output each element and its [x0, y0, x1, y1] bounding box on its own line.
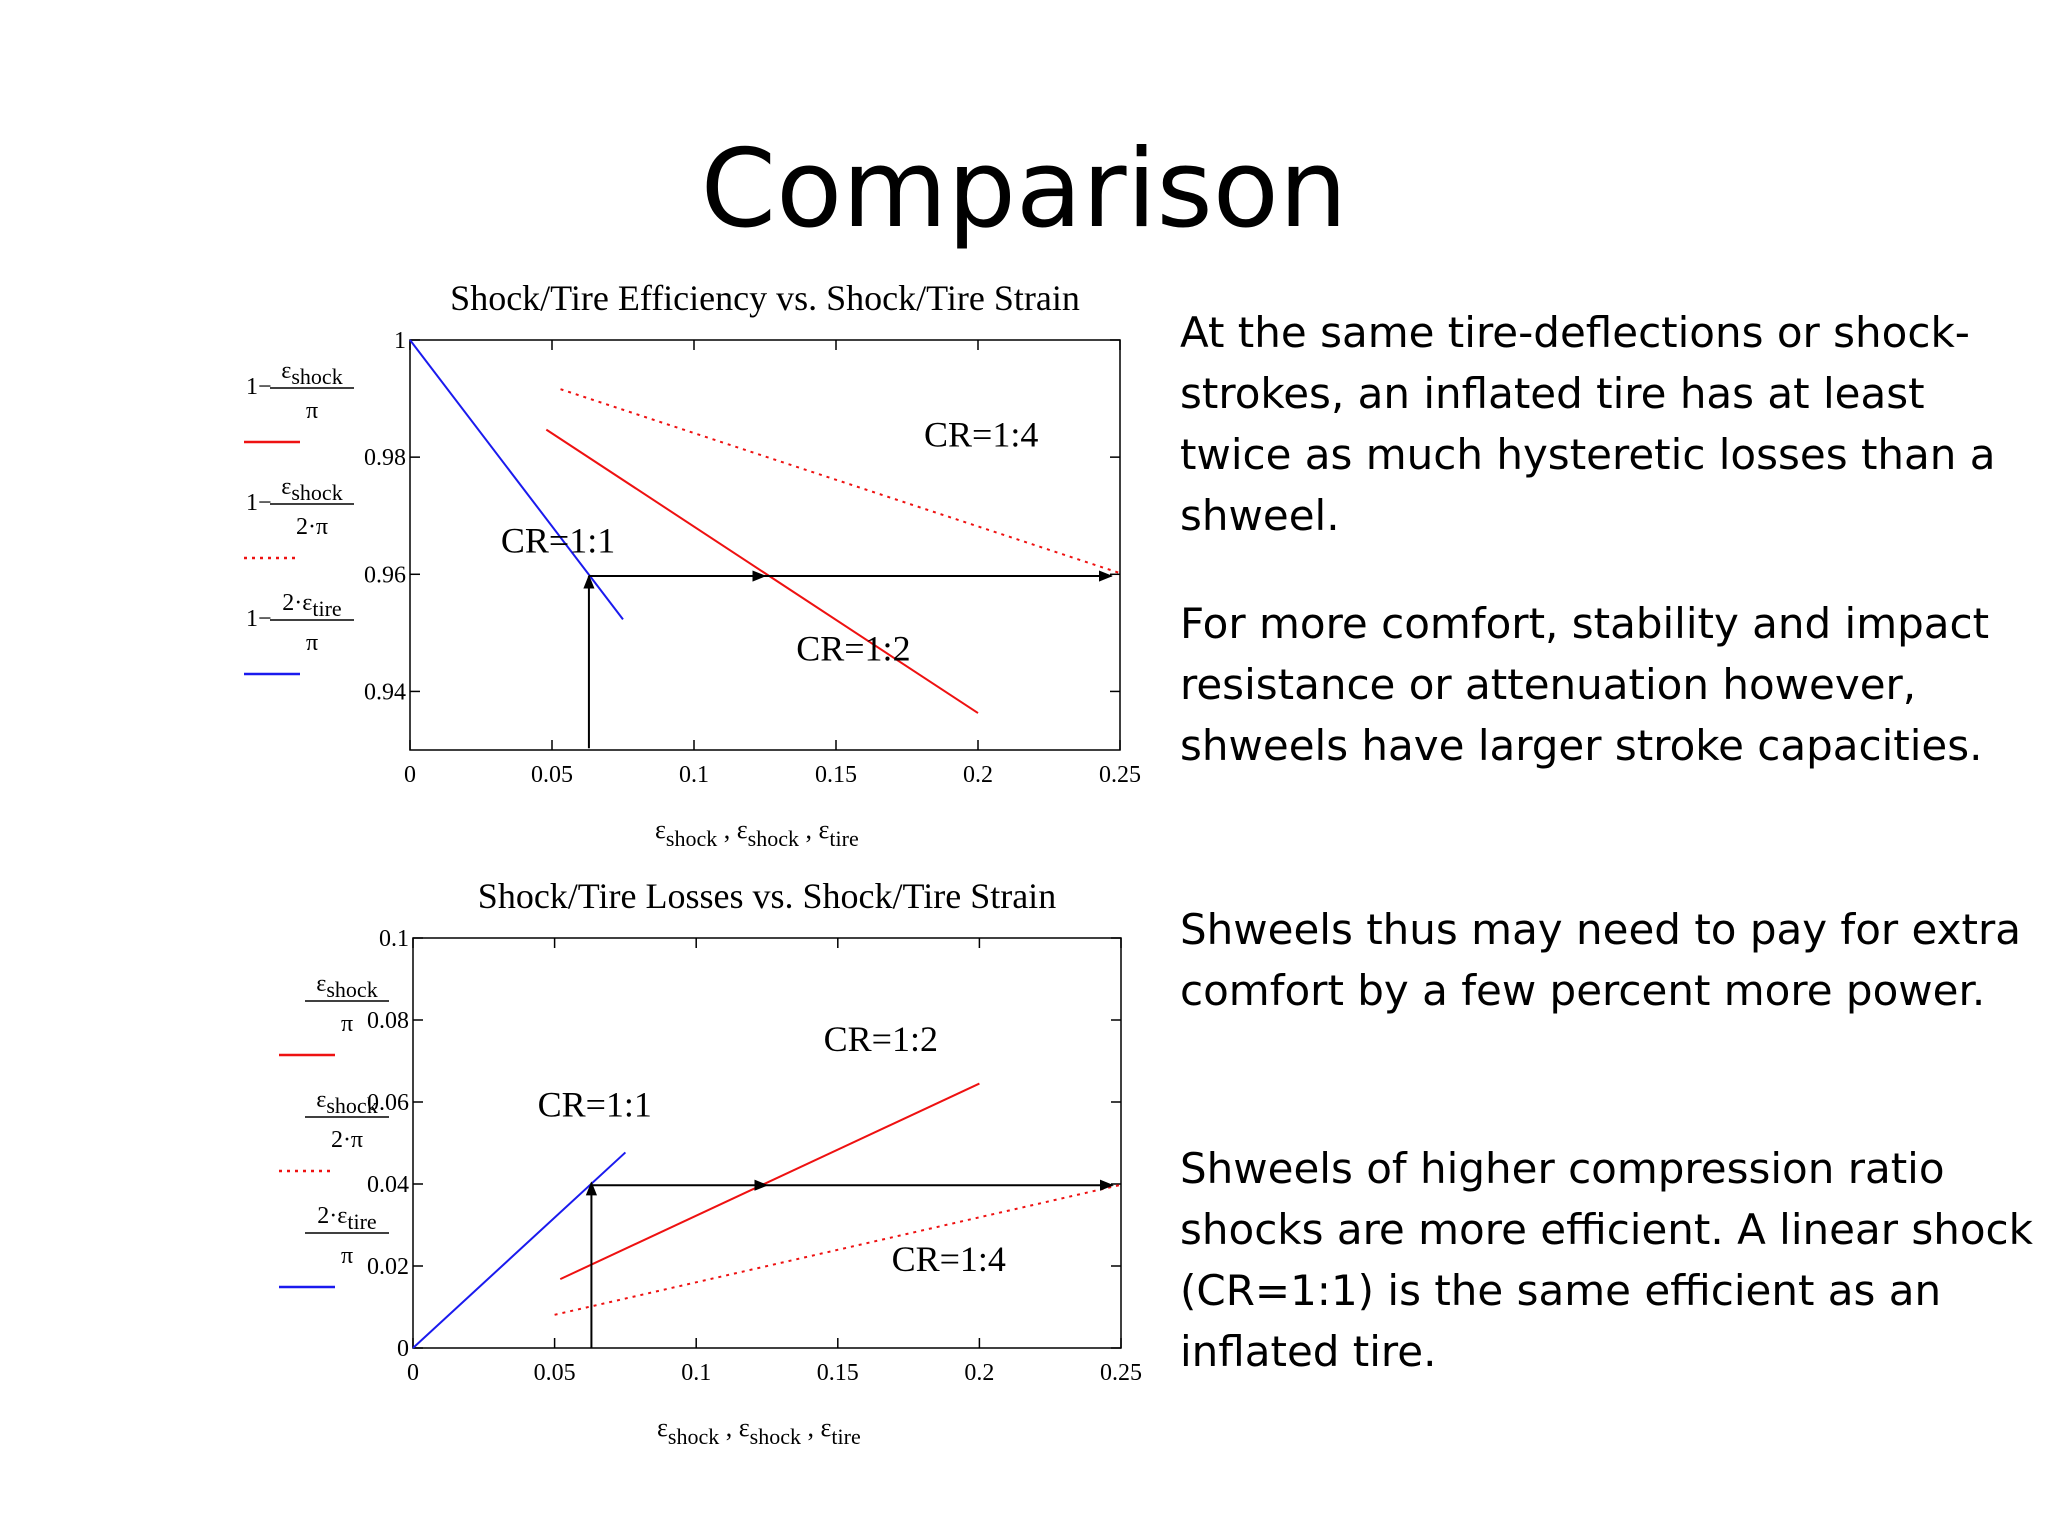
paragraph-comfort-stroke: For more comfort, stability and impact r… [1180, 599, 1990, 770]
series-annotation: CR=1:2 [824, 1019, 938, 1059]
legend-num-subscript: shock [326, 1093, 377, 1118]
series-annotation: CR=1:1 [538, 1084, 652, 1124]
legend-num-symbol: 2·ε [282, 590, 312, 616]
x-label-symbol: , ε [799, 815, 830, 844]
x-label-symbol: , ε [801, 1413, 832, 1442]
x-label-subscript: tire [831, 1424, 860, 1449]
paragraph-extra-power: Shweels thus may need to pay for extra c… [1180, 905, 2021, 1015]
plot-frame [409, 339, 1121, 751]
y-tick-label: 0.04 [367, 1172, 409, 1198]
legend-denominator: π [306, 630, 318, 656]
x-tick-label: 0.15 [817, 1360, 859, 1386]
x-tick-label: 0.25 [1100, 1360, 1142, 1386]
legend-num-symbol: ε [281, 358, 291, 384]
efficiency-chart: Shock/Tire Efficiency vs. Shock/Tire Str… [244, 278, 1141, 851]
legend-num-subscript: shock [326, 977, 377, 1002]
y-tick-label: 0.06 [367, 1090, 409, 1116]
slide-title: Comparison [700, 127, 1348, 252]
losses-chart: Shock/Tire Losses vs. Shock/Tire Strain 0… [279, 876, 1142, 1449]
y-tick-label: 0.1 [379, 926, 409, 952]
y-tick-label: 0.96 [364, 562, 406, 588]
legend-num-subscript: tire [312, 596, 341, 621]
x-label-subscript: shock [668, 1424, 719, 1449]
legend-num-symbol: ε [281, 474, 291, 500]
y-tick-label: 0 [397, 1336, 409, 1362]
x-label-subscript: shock [666, 826, 717, 851]
legend-prefix: 1− [246, 490, 272, 516]
series-annotation: CR=1:2 [796, 628, 910, 668]
x-tick-label: 0.05 [531, 762, 573, 788]
series-line-cr14 [560, 388, 1121, 575]
x-axis-label: εshock , εshock , εtire [657, 1413, 861, 1449]
x-label-subscript: shock [750, 1424, 801, 1449]
series-line-cr11 [409, 339, 624, 620]
legend-denominator: π [341, 1243, 353, 1269]
y-tick-label: 1 [394, 328, 406, 354]
x-tick-label: 0.1 [679, 762, 709, 788]
x-tick-label: 0.2 [963, 762, 993, 788]
x-label-subscript: shock [748, 826, 799, 851]
y-tick-label: 0.08 [367, 1008, 409, 1034]
legend-num-symbol: 2·ε [317, 1203, 347, 1229]
x-tick-label: 0 [404, 762, 416, 788]
series-annotation: CR=1:1 [501, 521, 615, 561]
series-line-cr14 [554, 1183, 1122, 1316]
legend-numerator: εshock [316, 1087, 377, 1118]
x-label-symbol: , ε [717, 815, 748, 844]
legend-num-symbol: ε [316, 1087, 326, 1113]
legend-denominator: 2·π [296, 514, 328, 540]
legend-num-subscript: shock [291, 480, 342, 505]
legend-prefix: 1− [246, 374, 272, 400]
x-tick-label: 0.15 [815, 762, 857, 788]
x-label-symbol: , ε [719, 1413, 750, 1442]
chart-title: Shock/Tire Efficiency vs. Shock/Tire Str… [450, 278, 1080, 318]
x-label-subscript: tire [829, 826, 858, 851]
legend-numerator: εshock [281, 358, 342, 389]
legend-num-subscript: shock [291, 364, 342, 389]
y-tick-label: 0.02 [367, 1254, 409, 1280]
chart-title: Shock/Tire Losses vs. Shock/Tire Strain [478, 876, 1056, 916]
series-annotation: CR=1:4 [924, 415, 1038, 455]
y-tick-label: 0.98 [364, 445, 406, 471]
legend-denominator: 2·π [331, 1127, 363, 1153]
legend-denominator: π [341, 1011, 353, 1037]
legend-numerator: 2·εtire [317, 1203, 376, 1234]
x-tick-label: 0.1 [681, 1360, 711, 1386]
legend-numerator: εshock [281, 474, 342, 505]
y-tick-label: 0.94 [364, 679, 406, 705]
series-line-cr12 [545, 428, 979, 714]
x-label-symbol: ε [657, 1413, 668, 1442]
legend-num-subscript: tire [347, 1209, 376, 1234]
x-tick-label: 0.25 [1099, 762, 1141, 788]
paragraph-hysteretic-losses: At the same tire-deflections or shock-st… [1180, 308, 1996, 540]
legend-num-symbol: ε [316, 971, 326, 997]
legend-denominator: π [306, 398, 318, 424]
x-axis-label: εshock , εshock , εtire [655, 815, 859, 851]
x-tick-label: 0 [407, 1360, 419, 1386]
x-tick-label: 0.05 [534, 1360, 576, 1386]
x-label-symbol: ε [655, 815, 666, 844]
series-line-cr11 [412, 1151, 627, 1349]
legend-numerator: εshock [316, 971, 377, 1002]
paragraph-compression-ratio: Shweels of higher compression ratio shoc… [1180, 1144, 2033, 1376]
series-line-cr12 [559, 1082, 980, 1281]
legend-numerator: 2·εtire [282, 590, 341, 621]
plot-frame [412, 937, 1122, 1349]
x-tick-label: 0.2 [964, 1360, 994, 1386]
series-annotation: CR=1:4 [892, 1239, 1006, 1279]
legend-prefix: 1− [246, 606, 272, 632]
